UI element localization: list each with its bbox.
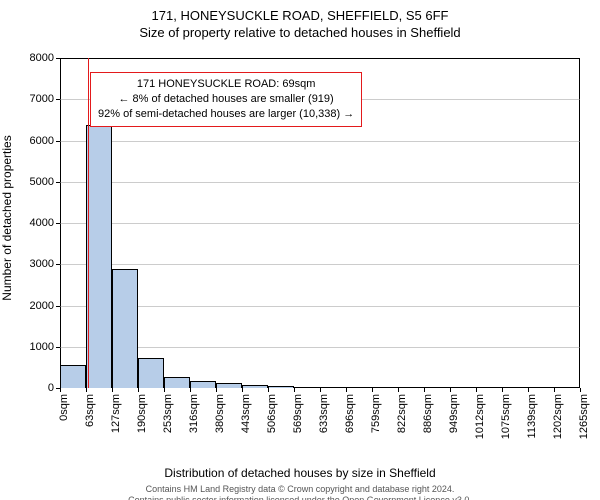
histogram-bar [268,386,294,388]
x-tick-label: 443sqm [240,355,252,394]
x-tick-label: 633sqm [318,355,330,394]
histogram-bar [138,358,164,388]
chart-subtitle: Size of property relative to detached ho… [0,25,600,40]
x-tick-label: 949sqm [448,355,460,394]
attribution-text: Contains HM Land Registry data © Crown c… [0,484,600,500]
histogram-bar [60,365,86,388]
histogram-bar [398,387,424,388]
y-tick-mark [56,347,60,348]
y-tick-mark [56,223,60,224]
annotation-line: ← 8% of detached houses are smaller (919… [98,92,354,107]
x-tick-label: 822sqm [396,355,408,394]
histogram-bar [502,387,528,388]
gridline [60,306,580,307]
histogram-bar [346,387,372,388]
histogram-bar [424,387,450,388]
histogram-bar [242,385,268,388]
histogram-bar [190,381,216,388]
histogram-bar [112,269,138,388]
chart-title: 171, HONEYSUCKLE ROAD, SHEFFIELD, S5 6FF [0,8,600,23]
gridline [60,141,580,142]
attribution-line: Contains HM Land Registry data © Crown c… [0,484,600,495]
histogram-bar [554,387,580,388]
histogram-bar [320,387,346,388]
annotation-line: 171 HONEYSUCKLE ROAD: 69sqm [98,77,354,92]
x-tick-label: 506sqm [266,355,278,394]
attribution-line: Contains public sector information licen… [0,495,600,500]
y-tick-mark [56,58,60,59]
gridline [60,182,580,183]
x-tick-label: 886sqm [422,355,434,394]
histogram-bar [164,377,190,388]
x-tick-label: 696sqm [344,355,356,394]
x-tick-label: 759sqm [370,355,382,394]
histogram-bar [450,387,476,388]
histogram-bar [86,125,112,388]
y-tick-mark [56,264,60,265]
gridline [60,223,580,224]
histogram-bar [372,387,398,388]
histogram-bar [294,387,320,388]
x-tick-label: 380sqm [214,355,226,394]
x-axis-label: Distribution of detached houses by size … [0,466,600,480]
y-tick-mark [56,306,60,307]
x-tick-label: 316sqm [188,355,200,394]
x-tick-label: 569sqm [292,355,304,394]
gridline [60,347,580,348]
plot-area: 0100020003000400050006000700080000sqm63s… [60,58,580,388]
annotation-line: 92% of semi-detached houses are larger (… [98,107,354,122]
y-tick-mark [56,182,60,183]
y-tick-mark [56,141,60,142]
y-tick-mark [56,99,60,100]
annotation-box: 171 HONEYSUCKLE ROAD: 69sqm← 8% of detac… [90,72,362,127]
chart-container: 171, HONEYSUCKLE ROAD, SHEFFIELD, S5 6FF… [0,8,600,500]
histogram-bar [476,387,502,388]
gridline [60,264,580,265]
histogram-bar [528,387,554,388]
histogram-bar [216,383,242,388]
